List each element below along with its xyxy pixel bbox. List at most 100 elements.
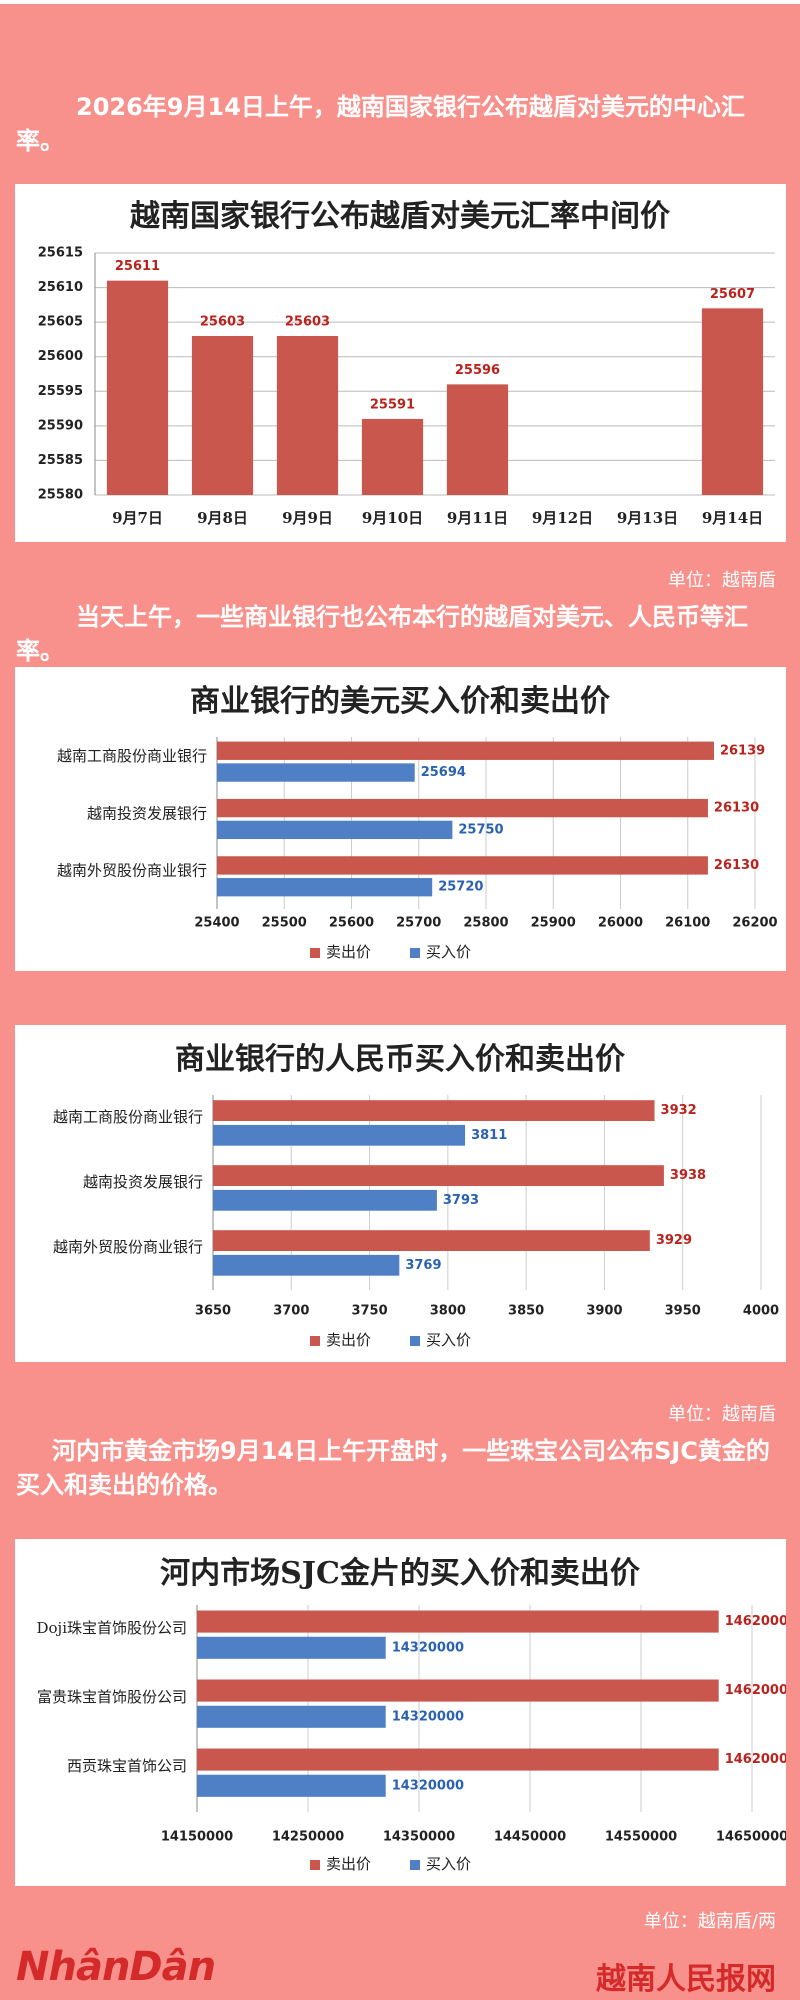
bar (213, 1124, 466, 1146)
value-label: 26130 (714, 858, 759, 873)
y-tick-label: 25610 (38, 280, 83, 295)
category-label: 越南工商股份商业银行 (53, 1108, 203, 1126)
x-tick-label: 14250000 (272, 1830, 344, 1845)
chart-title: 商业银行的美元买入价和卖出价 (190, 684, 610, 719)
value-label: 3929 (656, 1233, 692, 1248)
value-label: 25607 (710, 287, 755, 302)
value-label: 25603 (285, 314, 330, 329)
unit-note: 单位：越南盾 (668, 570, 776, 591)
bar (213, 1254, 400, 1276)
value-label: 25603 (200, 314, 245, 329)
bar (361, 418, 424, 495)
legend-swatch (410, 1336, 420, 1346)
value-label: 25591 (370, 397, 415, 412)
legend-label: 卖出价 (326, 1331, 371, 1349)
x-tick-label: 14350000 (383, 1830, 455, 1845)
category-label: 西贡珠宝首饰公司 (67, 1757, 187, 1775)
chart-title: 商业银行的人民币买入价和卖出价 (175, 1042, 625, 1077)
legend-label: 卖出价 (326, 1855, 371, 1873)
y-tick-label: 25615 (38, 246, 83, 261)
intro-text: 河内市黄金市场9月14日上午开盘时，一些珠宝公司公布SJC黄金的买入和卖出的价格… (16, 1437, 770, 1499)
x-tick-label: 25400 (194, 916, 239, 931)
bar (197, 1705, 386, 1728)
bar (213, 1100, 655, 1121)
value-label: 14320000 (392, 1778, 464, 1793)
x-tick-label: 9月13日 (617, 509, 678, 527)
x-tick-label: 3800 (430, 1304, 466, 1319)
value-label: 14620000 (725, 1614, 786, 1629)
value-label: 25694 (421, 765, 466, 780)
bar (197, 1748, 719, 1771)
x-tick-label: 26100 (665, 916, 710, 931)
value-label: 14620000 (725, 1683, 786, 1698)
x-tick-label: 14550000 (605, 1830, 677, 1845)
x-tick-label: 9月9日 (282, 509, 333, 527)
category-label: 越南外贸股份商业银行 (57, 862, 207, 880)
bar (217, 741, 714, 760)
x-tick-label: 25500 (262, 916, 307, 931)
x-tick-label: 25800 (463, 916, 508, 931)
y-tick-label: 25580 (38, 488, 83, 503)
value-label: 3938 (670, 1168, 706, 1183)
category-label: 越南投资发展银行 (83, 1173, 203, 1191)
y-tick-label: 25595 (38, 384, 83, 399)
chart: 商业银行的人民币买入价和卖出价 3650 3700 3750 3800 3850 3900 3… (15, 1025, 786, 1362)
value-label: 25596 (455, 363, 500, 378)
bar (217, 878, 433, 897)
chart: 商业银行的美元买入价和卖出价 25400 25500 25600 25700 25800 2… (15, 667, 786, 971)
value-label: 25611 (115, 259, 160, 274)
intro-text: 2026年9月14日上午，越南国家银行公布越盾对美元的中心汇率。 (16, 93, 745, 155)
value-label: 3769 (405, 1258, 441, 1273)
x-tick-label: 9月11日 (447, 509, 508, 527)
category-label: 越南工商股份商业银行 (57, 747, 207, 765)
bar (197, 1774, 386, 1797)
bar (106, 280, 169, 495)
value-label: 26130 (714, 801, 759, 816)
chart: 越南国家银行公布越盾对美元汇率中间价 25580 25585 25590 25595 25… (15, 184, 786, 542)
legend-label: 卖出价 (326, 943, 371, 961)
x-tick-label: 26200 (732, 916, 777, 931)
category-label: 越南外贸股份商业银行 (53, 1238, 203, 1256)
bar (213, 1165, 664, 1186)
legend-label: 买入价 (426, 943, 471, 961)
bar (701, 308, 764, 495)
value-label: 14320000 (392, 1640, 464, 1655)
x-tick-label: 25900 (531, 916, 576, 931)
x-tick-label: 14650000 (716, 1830, 786, 1845)
value-label: 26139 (720, 743, 765, 758)
legend-swatch (410, 1860, 420, 1870)
intro-text: 当天上午，一些商业银行也公布本行的越盾对美元、人民币等汇率。 (16, 603, 748, 665)
bar (276, 335, 339, 495)
legend-label: 买入价 (426, 1855, 471, 1873)
chart: 河内市场SJC金片的买入价和卖出价 14150000 14250000 1435000… (15, 1539, 786, 1886)
value-label: 25720 (438, 880, 483, 895)
category-label: Doji珠宝首饰股份公司 (36, 1619, 187, 1637)
y-tick-label: 25600 (38, 349, 83, 364)
x-tick-label: 3850 (508, 1304, 544, 1319)
y-tick-label: 25605 (38, 315, 83, 330)
bar (197, 1636, 386, 1659)
chart-title: 河内市场SJC金片的买入价和卖出价 (160, 1556, 640, 1591)
y-tick-label: 25590 (38, 418, 83, 433)
x-tick-label: 9月8日 (197, 509, 248, 527)
x-tick-label: 25700 (396, 916, 441, 931)
bar (213, 1189, 437, 1211)
value-label: 3932 (661, 1103, 697, 1118)
bar (446, 384, 509, 495)
category-label: 富贵珠宝首饰股份公司 (37, 1688, 187, 1706)
x-tick-label: 3650 (195, 1304, 231, 1319)
legend-swatch (310, 1336, 320, 1346)
legend-swatch (410, 948, 420, 958)
legend-swatch (310, 948, 320, 958)
category-label: 越南投资发展银行 (87, 804, 207, 822)
site-name: 越南人民报网 (596, 1962, 776, 1997)
bar (213, 1230, 650, 1251)
bar (191, 335, 254, 495)
x-tick-label: 3900 (586, 1304, 622, 1319)
legend-label: 买入价 (426, 1331, 471, 1349)
unit-note: 单位：越南盾/两 (643, 1911, 776, 1932)
bar (217, 763, 415, 782)
y-tick-label: 25585 (38, 453, 83, 468)
value-label: 3811 (471, 1128, 507, 1143)
